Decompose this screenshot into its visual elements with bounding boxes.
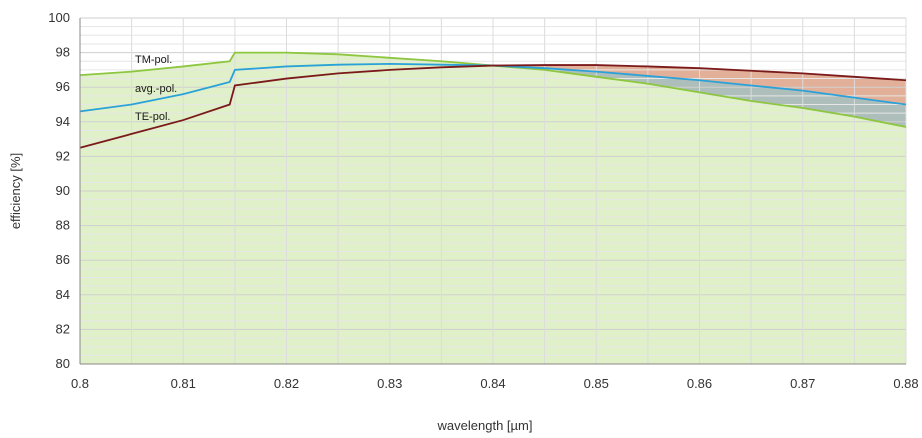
y-tick-label: 96 [56, 79, 70, 94]
y-tick-label: 84 [56, 287, 70, 302]
grid-layer [79, 17, 907, 365]
x-axis-label: wavelength [µm] [437, 418, 533, 433]
x-tick-label: 0.88 [893, 376, 918, 391]
x-tick-label: 0.82 [274, 376, 299, 391]
series-label-te: TE-pol. [135, 111, 170, 123]
x-tick-label: 0.87 [790, 376, 815, 391]
y-axis-label: efficiency [%] [8, 153, 23, 229]
series-lines-layer [79, 51, 907, 149]
y-tick-label: 82 [56, 321, 70, 336]
labels-layer: wavelength [µm] efficiency [%] TM-pol. a… [8, 54, 532, 433]
x-tick-label: 0.86 [687, 376, 712, 391]
y-tick-label: 100 [48, 10, 70, 25]
series-label-tm: TM-pol. [135, 54, 172, 66]
y-tick-label: 80 [56, 356, 70, 371]
y-tick-label: 92 [56, 148, 70, 163]
x-tick-label: 0.85 [584, 376, 609, 391]
y-tick-label: 90 [56, 183, 70, 198]
x-tick-label: 0.84 [480, 376, 505, 391]
y-tick-label: 94 [56, 114, 70, 129]
x-tick-label: 0.8 [71, 376, 89, 391]
series-label-avg: avg.-pol. [135, 83, 177, 95]
y-tick-label: 86 [56, 252, 70, 267]
y-tick-label: 98 [56, 45, 70, 60]
y-tick-label: 88 [56, 218, 70, 233]
series-line-te [79, 64, 907, 149]
series-line-tm [79, 51, 907, 128]
axes-layer: 80 82 84 86 88 90 92 94 96 98 100 0.8 0.81 0.82 0.83 0.… [48, 10, 918, 391]
x-tick-label: 0.83 [377, 376, 402, 391]
series-line-avg [79, 62, 907, 113]
x-tick-label: 0.81 [171, 376, 196, 391]
